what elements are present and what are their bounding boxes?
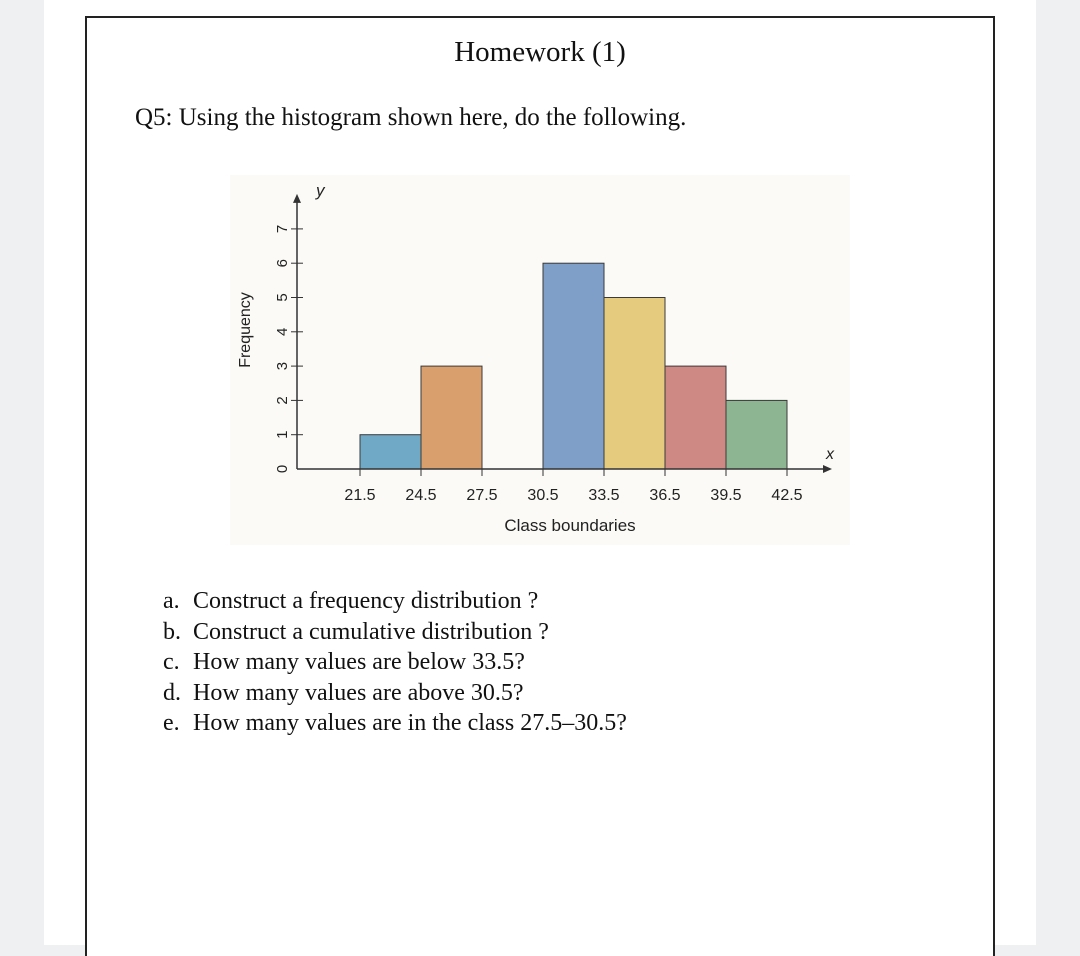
task-text: How many values are in the class 27.5–30…: [193, 710, 627, 736]
task-letter: a.: [163, 588, 180, 614]
histogram-bar: [664, 365, 727, 470]
histogram-bar: [420, 365, 483, 470]
task-letter: e.: [163, 710, 180, 736]
y-axis-symbol: y: [315, 181, 326, 200]
task-item: b. Construct a cumulative distribution ?: [163, 617, 627, 648]
task-text: How many values are below 33.5?: [193, 649, 525, 675]
task-item: c. How many values are below 33.5?: [163, 647, 627, 678]
y-tick-label: 2: [274, 396, 291, 404]
question-text: Q5: Using the histogram shown here, do t…: [135, 104, 687, 131]
task-list: a. Construct a frequency distribution ? b.…: [163, 586, 627, 739]
x-tick-label: 24.5: [405, 487, 436, 504]
y-tick-label: 7: [274, 225, 291, 233]
x-tick-label: 30.5: [527, 487, 558, 504]
x-axis-arrow: [823, 465, 832, 473]
x-tick-label: 21.5: [344, 487, 375, 504]
page-title: Homework (1): [454, 36, 626, 68]
y-axis-label: Frequency: [237, 292, 254, 368]
task-text: How many values are above 30.5?: [193, 679, 524, 706]
task-text: Construct a cumulative distribution ?: [193, 618, 549, 645]
y-tick-label: 4: [274, 328, 291, 336]
x-tick-label: 33.5: [588, 487, 619, 504]
x-axis-symbol: x: [825, 446, 835, 463]
y-tick-label: 3: [274, 362, 291, 370]
y-tick-label: 0: [274, 465, 291, 473]
histogram-bar: [725, 399, 788, 470]
histogram-bar: [359, 434, 422, 470]
task-text: Construct a frequency distribution ?: [193, 588, 539, 614]
task-item: d. How many values are above 30.5?: [163, 678, 627, 709]
chart-background: [230, 175, 850, 545]
task-item: e. How many values are in the class 27.5–…: [163, 708, 627, 739]
y-tick-label: 1: [274, 431, 291, 439]
x-tick-label: 36.5: [649, 487, 680, 504]
x-axis-label: Class boundaries: [504, 516, 635, 535]
task-letter: d.: [163, 679, 181, 706]
histogram-bar: [603, 297, 666, 470]
y-tick-label: 6: [274, 259, 291, 267]
task-letter: b.: [163, 618, 181, 645]
y-axis-arrow: [293, 193, 301, 203]
task-letter: c.: [163, 649, 180, 675]
task-item: a. Construct a frequency distribution ?: [163, 586, 627, 617]
x-tick-label: 39.5: [710, 487, 741, 504]
x-tick-label: 42.5: [771, 487, 802, 504]
y-tick-label: 5: [274, 293, 291, 301]
histogram-bar: [542, 262, 605, 470]
x-tick-label: 27.5: [466, 487, 497, 504]
